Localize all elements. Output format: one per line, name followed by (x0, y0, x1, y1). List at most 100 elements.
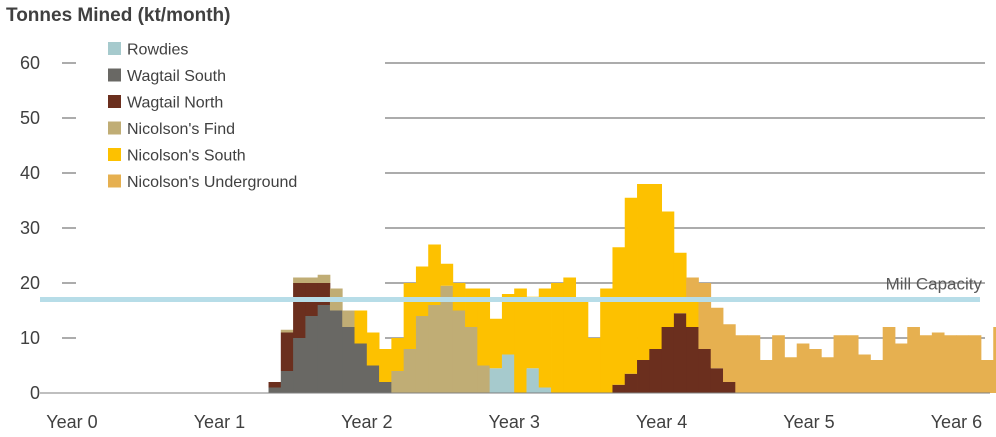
bar-segment (809, 349, 822, 393)
bar-segment (907, 327, 920, 393)
bar-segment (931, 332, 945, 393)
bar-segment (870, 360, 884, 393)
x-tick-label: Year 5 (783, 412, 834, 432)
bar-segment (538, 387, 552, 393)
x-tick-label: Year 6 (931, 412, 982, 432)
bar-segment (366, 365, 380, 393)
bar-segment (735, 335, 748, 393)
y-tick-label: 0 (30, 383, 40, 403)
bar-segment (465, 288, 478, 327)
bar-segment (649, 184, 662, 349)
bar-segment (465, 327, 478, 393)
bar-segment (747, 335, 761, 393)
bar-segment (280, 332, 294, 371)
bar-segment (526, 368, 540, 393)
bar-segment (452, 310, 466, 393)
bar-segment (833, 335, 847, 393)
bar-segment (391, 338, 405, 371)
y-tick-label: 10 (20, 328, 40, 348)
legend-swatch (108, 42, 121, 55)
bar-segment (698, 349, 712, 393)
bar-segment (415, 316, 429, 393)
legend-swatch (108, 121, 121, 135)
bar-segment (293, 277, 306, 283)
bar-segment (501, 294, 515, 355)
legend-swatch (108, 148, 121, 161)
bar-segment (944, 335, 957, 393)
y-tick-label: 60 (20, 53, 40, 73)
x-tick-label: Year 0 (46, 412, 97, 432)
bar-segment (723, 324, 736, 382)
bar-segment (452, 283, 466, 311)
bar-segment (526, 296, 540, 369)
bar-segment (415, 266, 429, 316)
bar-segment (980, 360, 994, 393)
legend: Rowdies Wagtail South Wagtail North Nicolso… (108, 42, 297, 191)
y-tick-label: 40 (20, 163, 40, 183)
bar-segment (268, 387, 282, 393)
bar-segment (612, 384, 626, 393)
bar-segment (514, 288, 527, 393)
bar-segment (698, 283, 712, 349)
bar-segment (501, 354, 515, 393)
bar-segment (796, 343, 810, 393)
legend-label: Nicolson's Find (127, 121, 235, 138)
y-tick-label: 30 (20, 218, 40, 238)
bar-segment (563, 277, 577, 393)
bar-segment (293, 283, 306, 338)
bar-segment (575, 299, 589, 393)
bar-segment (624, 373, 638, 393)
bar-segment (784, 357, 798, 393)
bar-segment (366, 332, 380, 366)
bar-segment (317, 274, 331, 283)
legend-swatch (108, 68, 121, 82)
bar-segment (956, 335, 970, 393)
bar-segment (723, 382, 736, 393)
legend-label: Nicolson's Underground (127, 174, 297, 191)
bar-segment (379, 382, 392, 393)
bar-segment (772, 335, 785, 393)
bar-segment (821, 357, 834, 393)
bar-segment (894, 343, 908, 393)
bar-segment (489, 368, 503, 393)
bar-segment (280, 371, 294, 393)
bar-segment (661, 211, 675, 327)
bar-segment (440, 263, 454, 286)
bar-segment (919, 335, 933, 393)
legend-label: Nicolson's South (127, 148, 246, 165)
legend-swatch (108, 174, 121, 188)
bar-segment (538, 288, 552, 388)
bar-segment (342, 310, 355, 327)
legend-label: Wagtail North (127, 95, 223, 112)
bar-segment (686, 299, 699, 327)
bar-segment (882, 327, 896, 393)
bar-segment (489, 318, 503, 369)
bar-segment (551, 283, 564, 393)
bar-segment (391, 371, 405, 393)
x-tick-label: Year 2 (341, 412, 392, 432)
bar-segment (710, 307, 724, 369)
bar-segment (710, 368, 724, 393)
legend-swatch (108, 95, 121, 108)
bar-segment (993, 327, 996, 393)
bar-segment (280, 329, 294, 333)
x-tick-label: Year 3 (489, 412, 540, 432)
bar-segment (477, 365, 491, 393)
bar-segment (686, 327, 699, 393)
x-tick-label: Year 4 (636, 412, 687, 432)
bar-segment (673, 313, 687, 393)
bar-segment (268, 382, 282, 388)
bar-segment (858, 354, 871, 393)
legend-label: Rowdies (127, 42, 188, 59)
bar-segment (354, 310, 368, 344)
bar-segment (329, 310, 343, 393)
bar-segment (759, 360, 773, 393)
bar-segment (440, 285, 454, 393)
mill-capacity-label: Mill Capacity (886, 275, 983, 294)
chart-title: Tonnes Mined (kt/month) (6, 5, 231, 26)
bar-segment (637, 184, 650, 360)
bar-segment (403, 349, 417, 393)
y-tick-label: 20 (20, 273, 40, 293)
bar-segment (587, 338, 601, 393)
